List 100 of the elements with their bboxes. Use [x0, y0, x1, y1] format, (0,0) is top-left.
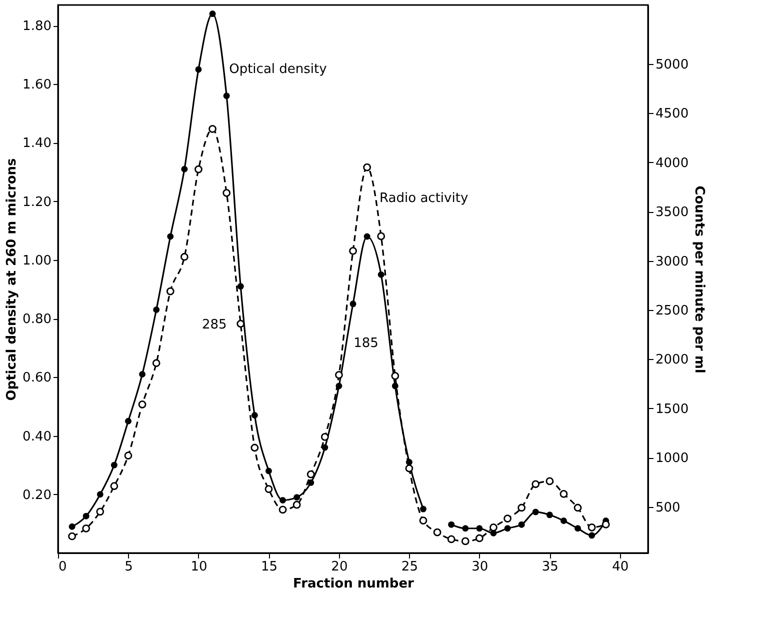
- point: [405, 464, 414, 472]
- y-tick-label: 1.80: [22, 19, 52, 34]
- point: [560, 490, 568, 498]
- x-tick-label: 10: [190, 560, 208, 574]
- point: [518, 504, 526, 512]
- point: [68, 523, 76, 530]
- point: [447, 535, 456, 544]
- y2-tick-label: 4000: [656, 156, 689, 171]
- point: [462, 525, 469, 532]
- point: [518, 521, 525, 528]
- point: [546, 477, 554, 486]
- point: [377, 232, 386, 240]
- y2-tick-label: 500: [656, 500, 680, 516]
- point: [420, 506, 426, 512]
- point: [110, 482, 118, 490]
- point: [96, 508, 104, 516]
- point: [364, 233, 370, 240]
- point: [251, 412, 258, 418]
- point: [419, 516, 428, 524]
- point: [222, 188, 231, 197]
- point: [265, 468, 272, 474]
- point: [391, 372, 400, 380]
- point: [153, 306, 160, 314]
- point: [124, 452, 132, 460]
- x-tick-label: 40: [612, 560, 629, 574]
- point: [166, 287, 174, 296]
- point: [504, 514, 512, 522]
- point: [476, 525, 483, 532]
- y-tick-label: 0.40: [22, 429, 52, 444]
- y-tick-label: 1.60: [22, 78, 52, 93]
- point: [532, 508, 539, 516]
- point: [588, 523, 596, 532]
- x-tick-label: 15: [260, 560, 278, 574]
- y2-axis-title: Counts per minute per ml: [692, 186, 707, 374]
- point: [209, 10, 216, 18]
- point: [167, 233, 174, 240]
- point: [82, 524, 90, 532]
- point: [335, 370, 343, 379]
- x-tick-label: 30: [472, 560, 488, 574]
- point: [208, 125, 216, 133]
- point: [139, 371, 146, 378]
- point: [320, 432, 329, 441]
- point: [349, 247, 357, 255]
- point: [180, 252, 188, 261]
- x-tick-label: 5: [124, 560, 133, 574]
- point: [504, 525, 511, 532]
- point: [264, 485, 273, 493]
- y2-tick-label: 1000: [656, 451, 689, 466]
- series-label: Optical density: [229, 62, 328, 78]
- y-tick-label: 1.00: [22, 253, 52, 268]
- x-tick-label: 25: [401, 560, 418, 574]
- y2-tick-label: 2500: [656, 303, 689, 318]
- y2-tick-label: 2000: [656, 352, 689, 368]
- y2-tick-label: 3500: [656, 205, 689, 220]
- y2-tick-label: 4500: [656, 106, 689, 122]
- point: [125, 418, 132, 424]
- annotation: 285: [202, 317, 227, 332]
- point: [138, 400, 146, 408]
- point: [490, 523, 498, 532]
- point: [237, 283, 244, 290]
- point: [461, 537, 470, 546]
- y2-tick-label: 5000: [656, 58, 689, 73]
- annotation: 185: [354, 336, 378, 352]
- y-tick-label: 0.20: [22, 488, 52, 503]
- point: [278, 506, 287, 514]
- point: [250, 444, 259, 452]
- point: [602, 520, 610, 528]
- point: [560, 518, 567, 524]
- point: [280, 497, 286, 504]
- point: [82, 512, 90, 520]
- point: [294, 494, 300, 501]
- point: [110, 462, 118, 468]
- point: [292, 500, 301, 509]
- point: [448, 521, 455, 528]
- y-tick-label: 0.80: [22, 312, 52, 328]
- point: [195, 66, 202, 73]
- y-tick-label: 0.60: [22, 370, 52, 386]
- point: [306, 470, 315, 478]
- y2-tick-label: 1500: [656, 402, 689, 417]
- x-tick-label: 20: [331, 560, 348, 574]
- y-tick-label: 1.40: [22, 136, 52, 152]
- point: [475, 534, 484, 542]
- x-tick-label: 35: [542, 560, 558, 574]
- point: [588, 532, 596, 539]
- point: [68, 532, 76, 540]
- x-tick-label: 0: [58, 560, 67, 574]
- point: [532, 480, 540, 488]
- point: [223, 92, 230, 100]
- y-axis-title: Optical density at 260 m microns: [4, 158, 20, 401]
- series-label: Radio activity: [380, 190, 468, 206]
- point: [378, 271, 384, 278]
- point: [574, 504, 582, 512]
- point: [181, 166, 188, 172]
- x-axis-title: Fraction number: [293, 576, 415, 592]
- point: [350, 300, 356, 308]
- point: [574, 525, 581, 532]
- point: [96, 491, 104, 498]
- y2-tick-label: 3000: [656, 254, 689, 270]
- point: [363, 163, 371, 172]
- point: [194, 165, 202, 174]
